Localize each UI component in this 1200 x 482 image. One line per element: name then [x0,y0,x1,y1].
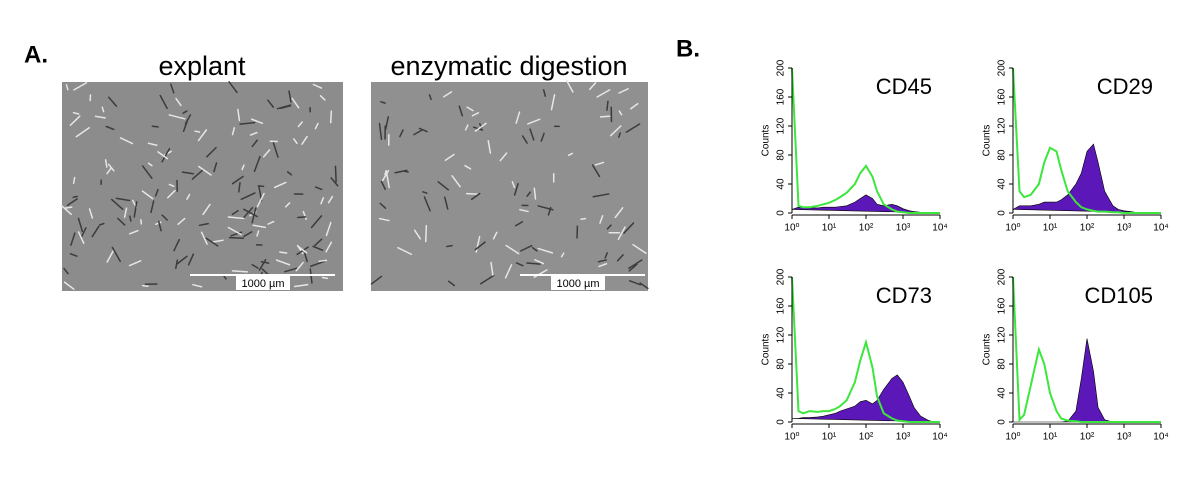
y-tick-label: 0 [776,210,787,216]
cell [230,238,244,239]
y-tick-label: 200 [997,59,1008,76]
x-tick-label: 10³ [896,223,911,234]
cell [607,101,608,110]
cell [426,226,427,242]
y-tick-label: 80 [997,149,1008,161]
y-tick-label: 160 [997,297,1008,314]
x-tick-label: 10⁰ [784,432,799,443]
y-tick-label: 80 [997,358,1008,370]
image-title: enzymatic digestion [390,51,627,81]
histogram-area [1013,144,1161,213]
cell [280,252,287,253]
x-tick-label: 10⁴ [1153,432,1168,443]
y-axis-label: Counts [761,125,772,157]
cell [143,286,148,287]
x-tick-label: 10³ [1117,432,1132,443]
panel-label: A. [24,41,48,68]
y-tick-label: 120 [776,326,787,343]
cell [404,171,408,172]
histogram-area [792,375,940,422]
cell [323,277,328,278]
scale-label: 1000 µm [556,278,599,290]
x-tick-label: 10² [859,432,874,443]
y-tick-label: 80 [776,149,787,161]
cell [298,217,306,218]
y-tick-label: 0 [997,419,1008,425]
y-tick-label: 120 [776,117,787,134]
chart-title: CD105 [1085,283,1153,308]
cell [65,207,71,208]
x-tick-label: 10⁰ [784,223,799,234]
histogram-area [1013,339,1161,422]
cell [73,196,77,197]
panel-label: B. [676,35,700,62]
y-tick-label: 200 [997,268,1008,285]
micrograph [62,82,343,291]
y-tick-label: 40 [776,178,787,190]
x-tick-label: 10² [1080,432,1095,443]
scale-label: 1000 µm [241,278,284,290]
y-axis-label: Counts [761,334,772,366]
y-tick-label: 120 [997,117,1008,134]
cell [130,216,131,221]
x-tick-label: 10⁰ [1005,223,1020,234]
cell [319,260,326,261]
y-tick-label: 0 [997,210,1008,216]
x-tick-label: 10¹ [822,432,837,443]
y-tick-label: 200 [776,268,787,285]
y-tick-label: 200 [776,59,787,76]
cell [581,219,585,220]
x-tick-label: 10² [1080,223,1095,234]
x-tick-label: 10³ [1117,223,1132,234]
y-tick-label: 0 [776,419,787,425]
y-tick-label: 40 [776,387,787,399]
y-tick-label: 160 [776,88,787,105]
y-axis-label: Counts [982,334,993,366]
cell [232,271,247,272]
x-tick-label: 10² [859,223,874,234]
chart-title: CD45 [876,74,932,99]
cell [331,111,332,123]
x-tick-label: 10⁴ [932,432,947,443]
y-tick-label: 120 [997,326,1008,343]
x-tick-label: 10¹ [822,223,837,234]
y-tick-label: 40 [997,178,1008,190]
cell [601,116,610,117]
y-tick-label: 160 [776,297,787,314]
cell [195,131,199,132]
x-tick-label: 10³ [896,432,911,443]
micrograph [371,81,648,291]
x-tick-label: 10¹ [1043,432,1058,443]
chart-title: CD73 [876,283,932,308]
image-bg [62,82,343,291]
y-tick-label: 40 [997,387,1008,399]
cell [335,166,336,181]
cell [152,126,158,127]
y-tick-label: 160 [997,88,1008,105]
cell [74,178,75,184]
x-tick-label: 10¹ [1043,223,1058,234]
image-title: explant [158,51,246,81]
cell [447,246,452,247]
chart-title: CD29 [1097,74,1153,99]
histogram-area [792,195,940,213]
x-tick-label: 10⁰ [1005,432,1020,443]
y-tick-label: 80 [776,358,787,370]
y-axis-label: Counts [982,125,993,157]
x-tick-label: 10⁴ [1153,223,1168,234]
x-tick-label: 10⁴ [932,223,947,234]
